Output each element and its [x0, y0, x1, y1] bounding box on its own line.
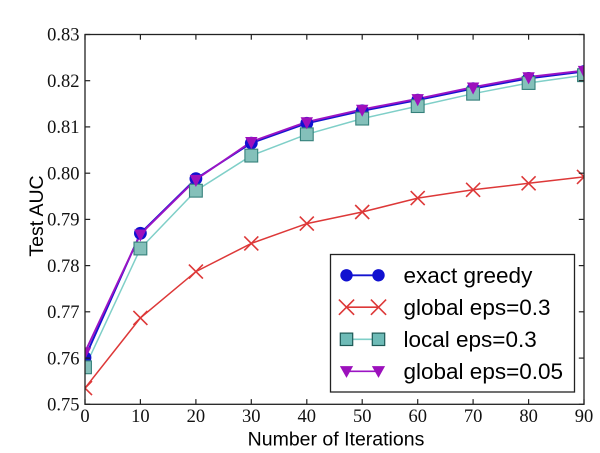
svg-text:0.81: 0.81	[47, 118, 79, 138]
svg-text:10: 10	[131, 407, 150, 427]
svg-text:0.77: 0.77	[47, 303, 79, 323]
svg-text:exact greedy: exact greedy	[404, 263, 534, 288]
svg-text:30: 30	[242, 407, 261, 427]
svg-text:40: 40	[298, 407, 317, 427]
svg-text:0.82: 0.82	[47, 72, 79, 92]
svg-text:70: 70	[464, 407, 483, 427]
svg-text:80: 80	[519, 407, 538, 427]
svg-text:0.80: 0.80	[47, 164, 79, 184]
svg-text:60: 60	[408, 407, 427, 427]
svg-text:0.78: 0.78	[47, 257, 79, 277]
svg-text:global eps=0.05: global eps=0.05	[404, 359, 564, 384]
svg-text:20: 20	[187, 407, 206, 427]
svg-text:0.79: 0.79	[47, 211, 79, 231]
svg-text:0.76: 0.76	[47, 349, 79, 369]
svg-text:0.83: 0.83	[47, 26, 79, 46]
svg-text:Test AUC: Test AUC	[26, 175, 48, 256]
svg-text:0: 0	[80, 407, 89, 427]
svg-text:50: 50	[353, 407, 372, 427]
svg-text:90: 90	[575, 407, 594, 427]
svg-text:0.75: 0.75	[47, 396, 79, 416]
svg-text:Number of Iterations: Number of Iterations	[248, 429, 425, 451]
svg-text:global eps=0.3: global eps=0.3	[404, 295, 551, 320]
svg-text:local eps=0.3: local eps=0.3	[404, 327, 537, 352]
